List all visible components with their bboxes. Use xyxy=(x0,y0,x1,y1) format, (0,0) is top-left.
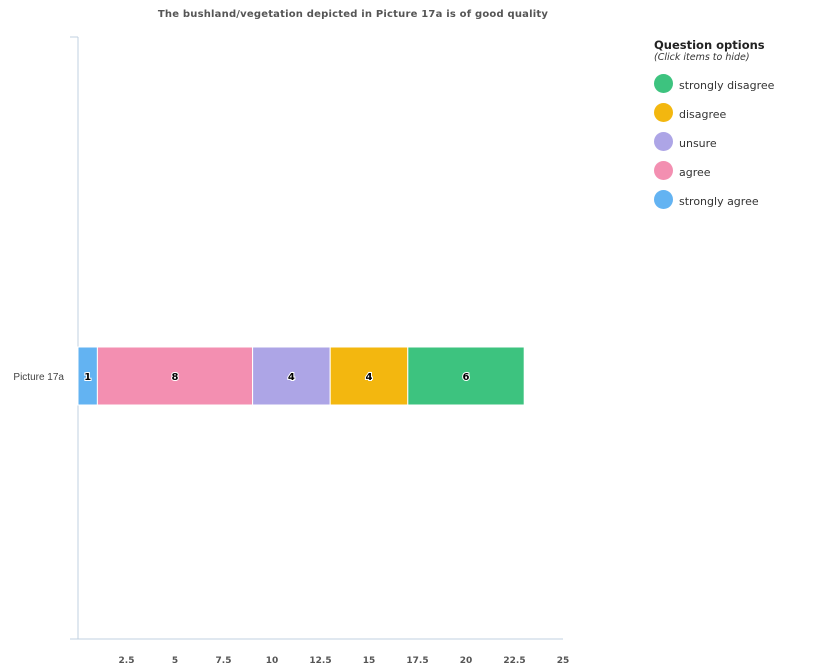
bar-data-label: 4 xyxy=(366,372,373,383)
x-tick-label: 7.5 xyxy=(216,656,232,666)
legend-items: strongly disagree disagree unsure agree stro… xyxy=(654,69,819,214)
legend-swatch xyxy=(654,74,673,93)
bar-data-label: 4 xyxy=(288,372,295,383)
x-tick-label: 17.5 xyxy=(406,656,428,666)
legend-label: unsure xyxy=(679,137,717,150)
legend-swatch xyxy=(654,161,673,180)
x-tick-label: 20 xyxy=(460,656,473,666)
legend-item-disagree[interactable]: disagree xyxy=(654,98,819,127)
bar-segment-strongly-disagree[interactable] xyxy=(407,346,525,406)
legend-label: strongly disagree xyxy=(679,79,775,92)
legend-subheading: (Click items to hide) xyxy=(654,52,750,63)
legend-item-strongly-agree[interactable]: strongly agree xyxy=(654,185,819,214)
x-tick-label: 5 xyxy=(172,656,178,666)
legend-swatch xyxy=(654,132,673,151)
legend-heading: Question options xyxy=(654,38,765,52)
legend-label: disagree xyxy=(679,108,727,121)
bar-segment-agree[interactable] xyxy=(96,346,254,406)
chart-title: The bushland/vegetation depicted in Pict… xyxy=(157,9,549,20)
legend: Question options (Click items to hide) s… xyxy=(654,38,819,214)
bar-data-label: 6 xyxy=(463,372,470,383)
legend-item-strongly-disagree[interactable]: strongly disagree xyxy=(654,69,819,98)
y-category-labels: Picture 17a xyxy=(13,372,64,383)
y-category-label: Picture 17a xyxy=(13,372,64,383)
bar-data-label: 1 xyxy=(84,372,91,383)
legend-label: strongly agree xyxy=(679,195,759,208)
x-tick-label: 15 xyxy=(363,656,376,666)
bar-segment-unsure[interactable] xyxy=(252,346,331,406)
bar-segment-disagree[interactable] xyxy=(329,346,409,406)
chart-bars: 1 8 4 4 6 xyxy=(77,346,525,406)
legend-label: agree xyxy=(679,166,711,179)
bar-data-label: 8 xyxy=(172,372,179,383)
legend-swatch xyxy=(654,190,673,209)
legend-swatch xyxy=(654,103,673,122)
x-tick-label: 25 xyxy=(557,656,570,666)
chart-axes xyxy=(70,36,563,640)
x-tick-label: 10 xyxy=(266,656,279,666)
legend-item-agree[interactable]: agree xyxy=(654,156,819,185)
legend-item-unsure[interactable]: unsure xyxy=(654,127,819,156)
x-tick-label: 2.5 xyxy=(119,656,135,666)
x-tick-label: 22.5 xyxy=(503,656,525,666)
x-tick-label: 12.5 xyxy=(309,656,331,666)
x-tick-labels: 2.5 5 7.5 10 12.5 15 17.5 20 22.5 25 xyxy=(119,656,570,666)
